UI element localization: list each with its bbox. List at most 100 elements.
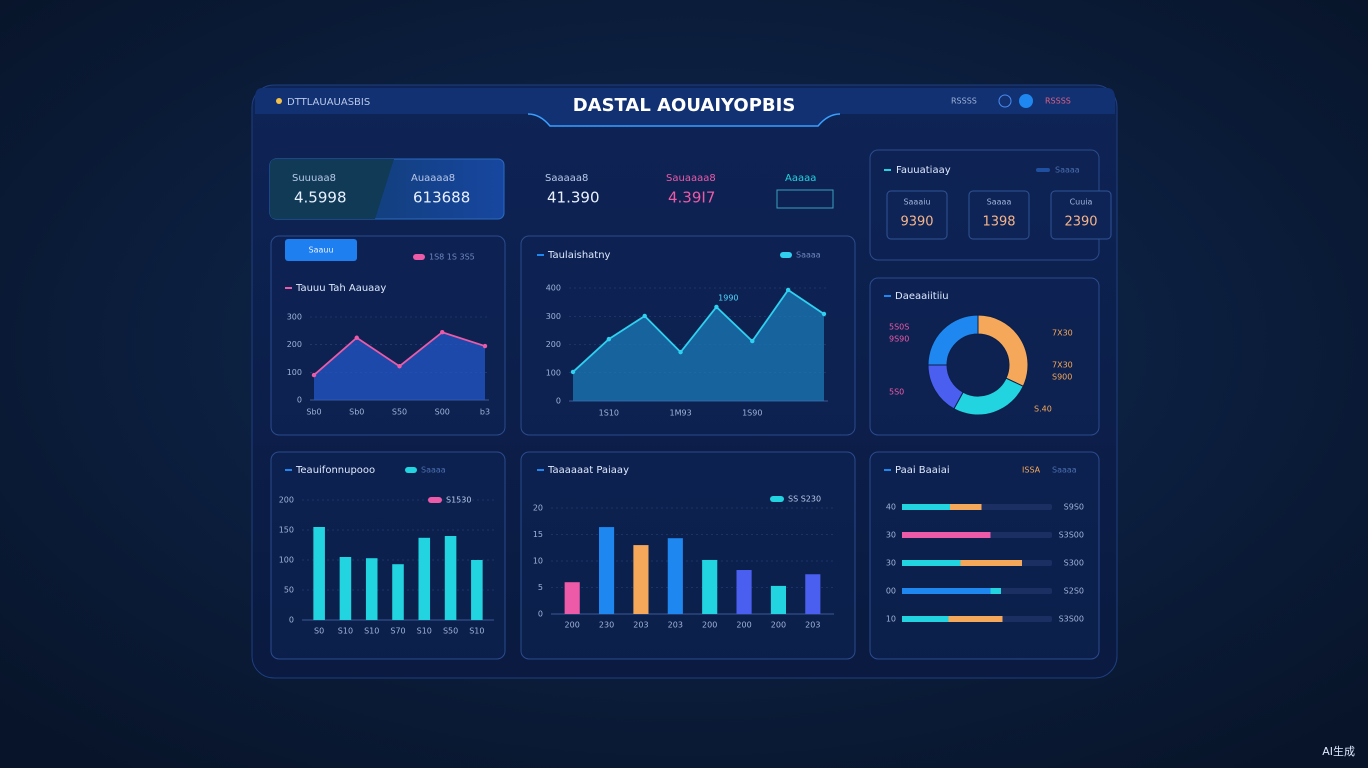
y-tick-label: 10: [533, 557, 543, 566]
title-dash: [884, 169, 891, 171]
user-button[interactable]: [1019, 94, 1033, 108]
chart-button[interactable]: [285, 239, 357, 261]
y-tick-label: 400: [546, 284, 561, 293]
note-swatch: [770, 496, 784, 502]
x-tick-label: S0: [314, 627, 324, 636]
y-tick-label: 200: [279, 496, 294, 505]
row-note: S9S0: [1064, 503, 1084, 512]
chart-panel: [270, 235, 506, 436]
x-tick-label: 200: [771, 621, 786, 630]
area-fill: [314, 332, 485, 400]
chart-panel: [869, 451, 1100, 660]
x-tick-label: 200: [565, 621, 580, 630]
kpi-label: Auaaaa8: [411, 173, 455, 184]
stat-box: [1050, 190, 1112, 240]
point: [785, 287, 791, 293]
line: [572, 288, 825, 373]
legend-label: Saaaa: [1052, 466, 1077, 475]
y-tick-label: 15: [533, 530, 543, 539]
point: [678, 349, 683, 355]
kpi-value: 4.39I7: [668, 189, 715, 207]
brand-icon: [276, 98, 282, 104]
kpi-value: 4.5998: [294, 189, 347, 207]
kpi-card-left: [270, 159, 394, 219]
point: [570, 369, 576, 375]
kpi-value: 613688: [413, 189, 470, 207]
header-bar: [255, 88, 1115, 126]
bar-segment: [990, 588, 1001, 594]
bar-segment: [902, 532, 991, 538]
title-dash: [285, 287, 292, 289]
chart-panel: [869, 277, 1100, 436]
x-tick-label: S50: [392, 408, 407, 417]
x-tick-label: 203: [633, 621, 648, 630]
y-tick-label: 300: [287, 313, 302, 322]
stat-value: 9390: [900, 215, 933, 230]
bar-segment: [902, 560, 961, 566]
chart-title: Paai Baaiai: [895, 465, 950, 476]
annotation: 1990: [718, 293, 738, 302]
bar-segment: [902, 504, 950, 510]
legend-label: Saaaa: [796, 251, 821, 260]
chart-title: Taaaaaat Paiaay: [547, 465, 629, 476]
point: [714, 304, 719, 310]
kpi-label: Sauaaaa8: [666, 173, 716, 184]
dashboard-title: DASTAL AOUAIYOPBIS: [573, 95, 796, 116]
donut-segment: [927, 314, 979, 366]
title-dash: [285, 469, 292, 471]
note-label: S1530: [446, 496, 471, 505]
donut-label: 9S90: [889, 335, 909, 344]
bar: [339, 557, 352, 620]
bar: [805, 574, 821, 614]
chart-button-label[interactable]: Saauu: [308, 246, 333, 255]
donut-label: 5S0: [889, 388, 904, 397]
x-tick-label: 1S10: [599, 409, 619, 418]
kpi-label: Saaaaa8: [545, 173, 588, 184]
kpi-value: 41.390: [547, 189, 600, 207]
point: [440, 330, 445, 335]
stat-value: 2390: [1064, 215, 1097, 230]
x-tick-label: b3: [480, 408, 490, 417]
y-tick-label: 300: [546, 312, 561, 321]
row-label: 00: [886, 587, 896, 596]
y-tick-label: 200: [287, 340, 302, 349]
row-label: 30: [886, 559, 896, 568]
x-tick-label: 203: [805, 621, 820, 630]
point: [482, 343, 488, 349]
menu-text[interactable]: RSSSS: [1045, 97, 1071, 106]
kpi-label: Suuuaa8: [292, 173, 336, 184]
stat-label: Saaaa: [987, 198, 1012, 207]
x-tick-label: S10: [364, 627, 379, 636]
y-tick-label: 0: [289, 616, 294, 625]
donut-label: S900: [1052, 373, 1072, 382]
bar: [392, 564, 404, 620]
x-tick-label: 200: [736, 621, 751, 630]
stat-box: [968, 190, 1030, 240]
chart-title: Teauifonnupooo: [295, 465, 375, 476]
stat-label: Saaaiu: [903, 198, 930, 207]
x-tick-label: 1S90: [742, 409, 762, 418]
y-tick-label: 200: [546, 340, 561, 349]
legend-label: 1S8 1S 3S5: [429, 253, 475, 262]
bar: [444, 536, 457, 620]
point: [606, 336, 612, 342]
point: [821, 311, 827, 317]
bar: [471, 560, 483, 620]
donut-label: 7X30: [1052, 329, 1073, 338]
panel-tag: Saaaa: [1055, 166, 1080, 175]
legend-label: ISSA: [1022, 466, 1041, 475]
back-button[interactable]: [998, 94, 1012, 108]
status-text: RSSSS: [951, 97, 977, 106]
y-tick-label: 50: [284, 586, 294, 595]
bar: [702, 559, 718, 614]
x-tick-label: S10: [338, 627, 353, 636]
note-label: SS S230: [788, 495, 821, 504]
title-dash: [537, 254, 544, 256]
bar: [418, 537, 431, 620]
tag-dot: [1036, 168, 1050, 172]
y-tick-label: 20: [533, 504, 543, 513]
legend-swatch: [413, 254, 425, 260]
donut-label: S.40: [1034, 405, 1052, 414]
row-note: S2S0: [1064, 587, 1084, 596]
